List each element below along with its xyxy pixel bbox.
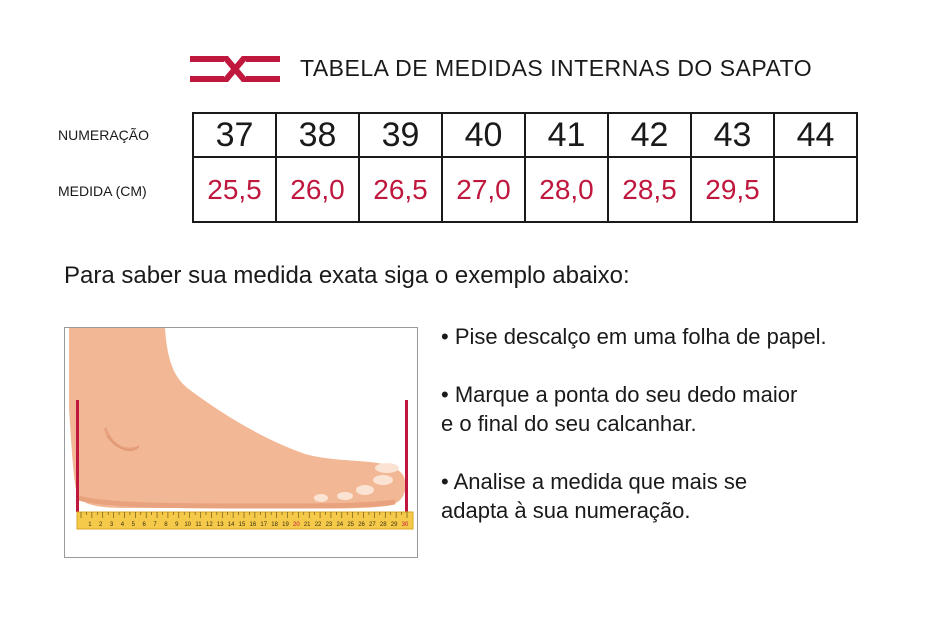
page-title: TABELA DE MEDIDAS INTERNAS DO SAPATO	[300, 55, 813, 81]
measure-cell: 28,0	[524, 156, 609, 223]
list-item: • Marque a ponta do seu dedo maior e o f…	[441, 380, 911, 438]
foot-illustration: 1 2 3 4 5 6 7 8 9 10 11 12 13 14 15 16 17 18 19 20 21 22 23 24 2…	[64, 327, 418, 558]
ruler-number: 3	[110, 522, 114, 528]
ruler-number: 13	[217, 522, 224, 528]
row-label-medida: MEDIDA (CM)	[58, 183, 147, 199]
ruler-number: 28	[380, 522, 387, 528]
bullet-line: • Analise a medida que mais se	[441, 469, 748, 494]
list-item: • Pise descalço em uma folha de papel.	[441, 322, 911, 351]
ruler-number: 26	[358, 522, 365, 528]
size-cell: 38	[275, 112, 360, 158]
bullet-line: adapta à sua numeração.	[441, 498, 691, 523]
measure-cell: 25,5	[192, 156, 277, 223]
measure-cell: 29,5	[690, 156, 775, 223]
ruler-number: 18	[271, 522, 278, 528]
size-cell: 39	[358, 112, 443, 158]
ruler-number: 29	[391, 522, 398, 528]
ruler-number: 2	[99, 522, 103, 528]
ruler-number: 24	[336, 522, 343, 528]
size-cell: 43	[690, 112, 775, 158]
ruler-number: 12	[206, 522, 213, 528]
size-table: 37 38 39 40 41 42 43 44 25,5 26,0 26,5 2…	[192, 112, 858, 223]
bullet-line: • Marque a ponta do seu dedo maior	[441, 382, 798, 407]
ruler-number: 25	[347, 522, 354, 528]
ruler-number: 30	[402, 522, 409, 528]
ruler-number: 5	[132, 522, 136, 528]
size-cell: 37	[192, 112, 277, 158]
ruler-number: 14	[228, 522, 235, 528]
ruler-number: 9	[175, 522, 179, 528]
ruler-number: 19	[282, 522, 289, 528]
instructions-list: • Pise descalço em uma folha de papel. •…	[441, 322, 911, 554]
measure-cell: 27,0	[441, 156, 526, 223]
size-cell: 41	[524, 112, 609, 158]
ruler-number: 23	[326, 522, 333, 528]
ruler-number: 7	[153, 522, 157, 528]
sizes-row: 37 38 39 40 41 42 43 44	[192, 112, 858, 158]
ruler-number: 1	[88, 522, 92, 528]
ruler-number: 16	[250, 522, 257, 528]
instruction-text: Para saber sua medida exata siga o exemp…	[64, 262, 630, 289]
ruler-number: 21	[304, 522, 311, 528]
measure-cell: 26,0	[275, 156, 360, 223]
bullet-line: e o final do seu calcanhar.	[441, 411, 697, 436]
bullet-line: • Pise descalço em uma folha de papel.	[441, 324, 827, 349]
ruler-number: 15	[239, 522, 246, 528]
ruler-number: 4	[121, 522, 125, 528]
size-cell: 40	[441, 112, 526, 158]
row-label-numeracao: NUMERAÇÃO	[58, 127, 150, 143]
ruler-number: 22	[315, 522, 322, 528]
foot-on-ruler-icon: 1 2 3 4 5 6 7 8 9 10 11 12 13 14 15 16 17 18 19 20 21 22 23 24 2…	[69, 328, 414, 530]
brand-logo-icon	[190, 56, 280, 82]
measures-row: 25,5 26,0 26,5 27,0 28,0 28,5 29,5	[192, 156, 858, 223]
ruler-number: 20	[293, 522, 300, 528]
measure-cell: 26,5	[358, 156, 443, 223]
size-cell: 44	[773, 112, 858, 158]
ruler-number: 27	[369, 522, 376, 528]
ruler-number: 6	[143, 522, 147, 528]
ruler-number: 10	[184, 522, 191, 528]
ruler-number: 17	[260, 522, 267, 528]
list-item: • Analise a medida que mais se adapta à …	[441, 467, 911, 525]
size-cell: 42	[607, 112, 692, 158]
measure-cell	[773, 156, 858, 223]
ruler-number: 11	[195, 522, 202, 528]
measure-cell: 28,5	[607, 156, 692, 223]
ruler-number: 8	[164, 522, 168, 528]
